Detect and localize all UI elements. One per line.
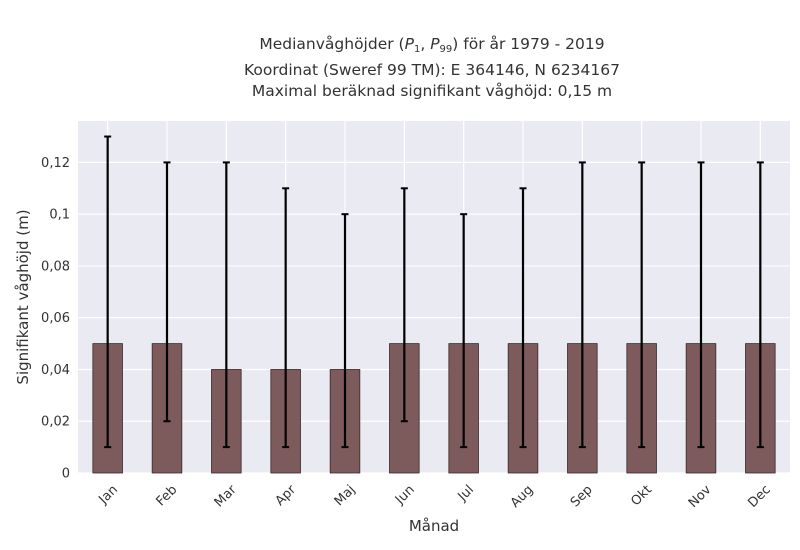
y-tick-label: 0,04 xyxy=(41,363,70,378)
y-tick-label: 0,08 xyxy=(41,259,70,274)
x-tick-label: Feb xyxy=(154,482,181,509)
x-tick-label: Dec xyxy=(745,482,773,510)
x-tick-label: Sep xyxy=(568,482,596,510)
plot-area xyxy=(78,121,790,473)
title-line-2: Koordinat (Sweref 99 TM): E 364146, N 62… xyxy=(244,61,620,79)
title-line-1: Medianvåghöjder (P1, P99) för år 1979 - … xyxy=(259,35,605,55)
x-tick-label: Nov xyxy=(686,482,715,511)
x-tick-label: Jan xyxy=(96,482,121,507)
x-tick-label: Maj xyxy=(332,482,359,509)
x-tick-label: Apr xyxy=(273,482,300,509)
y-tick-label: 0,06 xyxy=(41,311,70,326)
title-line-3: Maximal beräknad signifikant våghöjd: 0,… xyxy=(251,82,613,100)
y-tick-label: 0,02 xyxy=(41,415,70,430)
x-tick-label: Aug xyxy=(508,482,537,511)
x-axis-label: Månad xyxy=(409,517,459,535)
x-tick-label: Mar xyxy=(212,482,240,510)
y-tick-label: 0 xyxy=(62,467,70,482)
x-tick-label: Jul xyxy=(455,482,477,504)
x-tick-label: Okt xyxy=(628,482,655,509)
y-axis-label: Signifikant våghöjd (m) xyxy=(14,209,32,384)
y-tick-label: 0,12 xyxy=(41,156,70,171)
chart-title: Medianvåghöjder (P1, P99) för år 1979 - … xyxy=(62,34,800,102)
y-tick-label: 0,1 xyxy=(49,208,70,223)
x-tick-label: Jun xyxy=(392,482,418,508)
